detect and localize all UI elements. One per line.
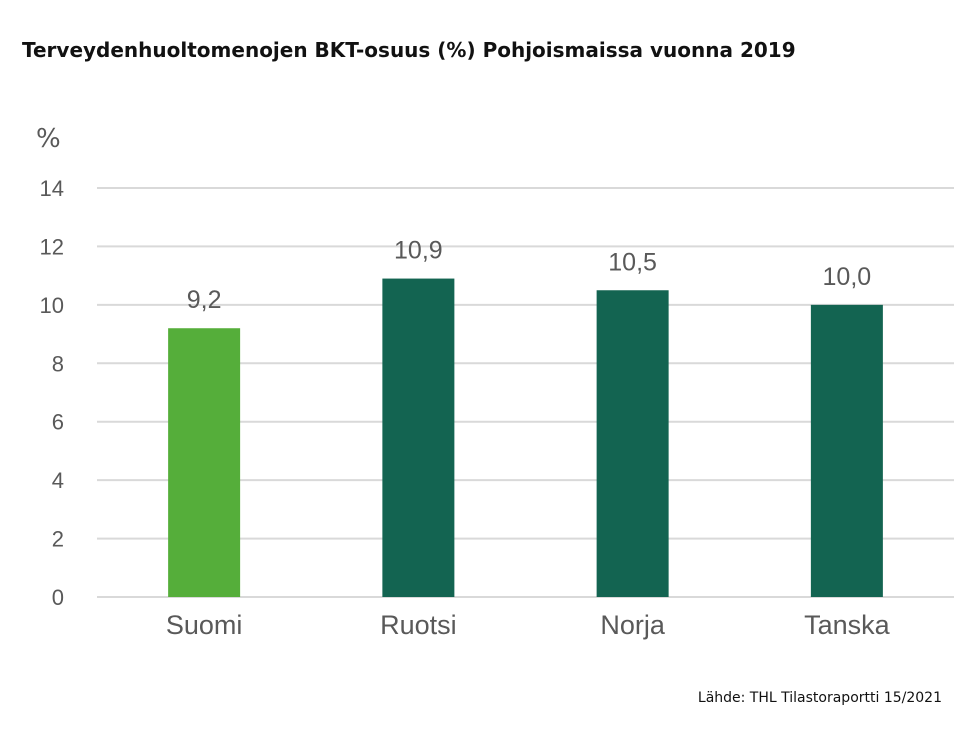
y-tick-label: 4 <box>52 468 64 493</box>
y-tick-label: 6 <box>52 410 64 435</box>
y-tick-label: 10 <box>40 293 64 318</box>
bar-norja <box>596 290 669 597</box>
chart-title: Terveydenhuoltomenojen BKT-osuus (%) Poh… <box>22 38 796 62</box>
y-tick-label: 12 <box>40 234 64 259</box>
data-label: 10,5 <box>608 248 657 276</box>
bar-ruotsi <box>382 278 455 597</box>
y-tick-label: 14 <box>40 176 64 201</box>
data-label: 10,0 <box>823 263 872 291</box>
bar-suomi <box>168 328 241 597</box>
bars <box>168 278 883 597</box>
data-label: 9,2 <box>187 286 222 314</box>
y-tick-label: 8 <box>52 351 64 376</box>
y-tick-label: 0 <box>52 585 64 610</box>
source-note: Lähde: THL Tilastoraportti 15/2021 <box>697 690 942 706</box>
x-tick-label: Tanska <box>804 610 891 640</box>
y-tick-label: 2 <box>52 527 64 552</box>
x-tick-label: Ruotsi <box>380 610 457 640</box>
bar-tanska <box>810 304 883 597</box>
labels: % 0 2 4 6 8 10 12 14 9,2 Suomi 10,9 Ruotsi 10,5 Norja 1… <box>36 124 891 640</box>
x-tick-label: Norja <box>600 610 666 640</box>
x-tick-label: Suomi <box>166 610 243 640</box>
data-label: 10,9 <box>394 237 443 265</box>
y-axis-unit-label: % <box>36 124 61 154</box>
